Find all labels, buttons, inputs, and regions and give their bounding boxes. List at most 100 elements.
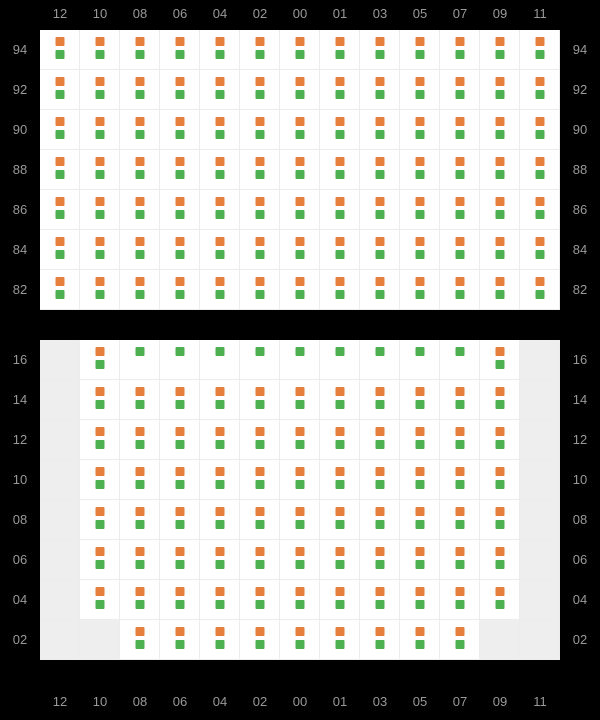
marker-green (375, 210, 384, 219)
marker-green (295, 50, 304, 59)
marker-green (135, 520, 144, 529)
row-label-left: 90 (5, 122, 35, 137)
grid-cell (320, 70, 360, 110)
col-label-bottom: 09 (480, 694, 520, 709)
marker-orange (255, 157, 264, 166)
grid-cell (480, 620, 520, 660)
grid-cell (240, 620, 280, 660)
grid-cell (40, 540, 80, 580)
marker-orange (255, 197, 264, 206)
marker-green (535, 130, 544, 139)
row-label-left: 10 (5, 472, 35, 487)
marker-green (295, 90, 304, 99)
marker-green (215, 600, 224, 609)
grid-cell (360, 540, 400, 580)
grid-cell (80, 620, 120, 660)
grid-cell (160, 540, 200, 580)
marker-orange (295, 547, 304, 556)
marker-orange (215, 427, 224, 436)
marker-green (175, 347, 184, 356)
marker-orange (495, 237, 504, 246)
marker-orange (335, 387, 344, 396)
grid-cell (200, 580, 240, 620)
grid-cell (80, 150, 120, 190)
grid-cell (440, 150, 480, 190)
marker-orange (455, 157, 464, 166)
grid-cell (320, 500, 360, 540)
marker-orange (455, 77, 464, 86)
marker-orange (495, 277, 504, 286)
marker-green (415, 250, 424, 259)
marker-orange (495, 157, 504, 166)
marker-green (295, 560, 304, 569)
marker-green (255, 640, 264, 649)
marker-orange (255, 547, 264, 556)
grid-cell (520, 70, 560, 110)
marker-orange (335, 507, 344, 516)
grid-cell (520, 270, 560, 310)
row-label-right: 06 (565, 552, 595, 567)
marker-green (335, 520, 344, 529)
marker-green (495, 480, 504, 489)
marker-green (455, 90, 464, 99)
marker-orange (455, 587, 464, 596)
marker-green (535, 90, 544, 99)
marker-green (335, 347, 344, 356)
grid-cell (200, 230, 240, 270)
marker-orange (415, 627, 424, 636)
grid-cell (480, 190, 520, 230)
grid-cell (80, 540, 120, 580)
marker-orange (215, 77, 224, 86)
grid-cell (280, 190, 320, 230)
grid-cell (520, 580, 560, 620)
grid-cell (120, 620, 160, 660)
marker-orange (535, 237, 544, 246)
marker-green (495, 400, 504, 409)
marker-orange (135, 507, 144, 516)
marker-orange (415, 507, 424, 516)
marker-green (295, 520, 304, 529)
marker-green (95, 600, 104, 609)
marker-orange (455, 37, 464, 46)
row-label-left: 88 (5, 162, 35, 177)
marker-green (495, 210, 504, 219)
col-label-top: 08 (120, 6, 160, 21)
marker-green (415, 50, 424, 59)
grid-cell (480, 540, 520, 580)
grid-cell (480, 420, 520, 460)
grid-cell (480, 150, 520, 190)
grid-cell (80, 340, 120, 380)
grid-cell (160, 340, 200, 380)
marker-green (215, 347, 224, 356)
marker-orange (415, 547, 424, 556)
grid-cell (240, 270, 280, 310)
marker-green (255, 210, 264, 219)
marker-orange (175, 427, 184, 436)
marker-green (255, 480, 264, 489)
grid-cell (200, 150, 240, 190)
grid-cell (440, 580, 480, 620)
marker-orange (175, 277, 184, 286)
marker-orange (415, 467, 424, 476)
marker-orange (215, 157, 224, 166)
grid-cell (320, 110, 360, 150)
grid-cell (320, 230, 360, 270)
grid-cell (360, 500, 400, 540)
marker-green (415, 290, 424, 299)
marker-green (255, 90, 264, 99)
col-label-top: 00 (280, 6, 320, 21)
marker-orange (135, 467, 144, 476)
grid-cell (80, 190, 120, 230)
col-label-top: 04 (200, 6, 240, 21)
grid-cell (440, 540, 480, 580)
grid-cell (120, 580, 160, 620)
marker-green (215, 90, 224, 99)
marker-orange (415, 587, 424, 596)
marker-green (55, 210, 64, 219)
grid-cell (320, 150, 360, 190)
marker-orange (135, 157, 144, 166)
marker-orange (255, 37, 264, 46)
marker-green (95, 130, 104, 139)
marker-green (95, 360, 104, 369)
marker-green (335, 90, 344, 99)
